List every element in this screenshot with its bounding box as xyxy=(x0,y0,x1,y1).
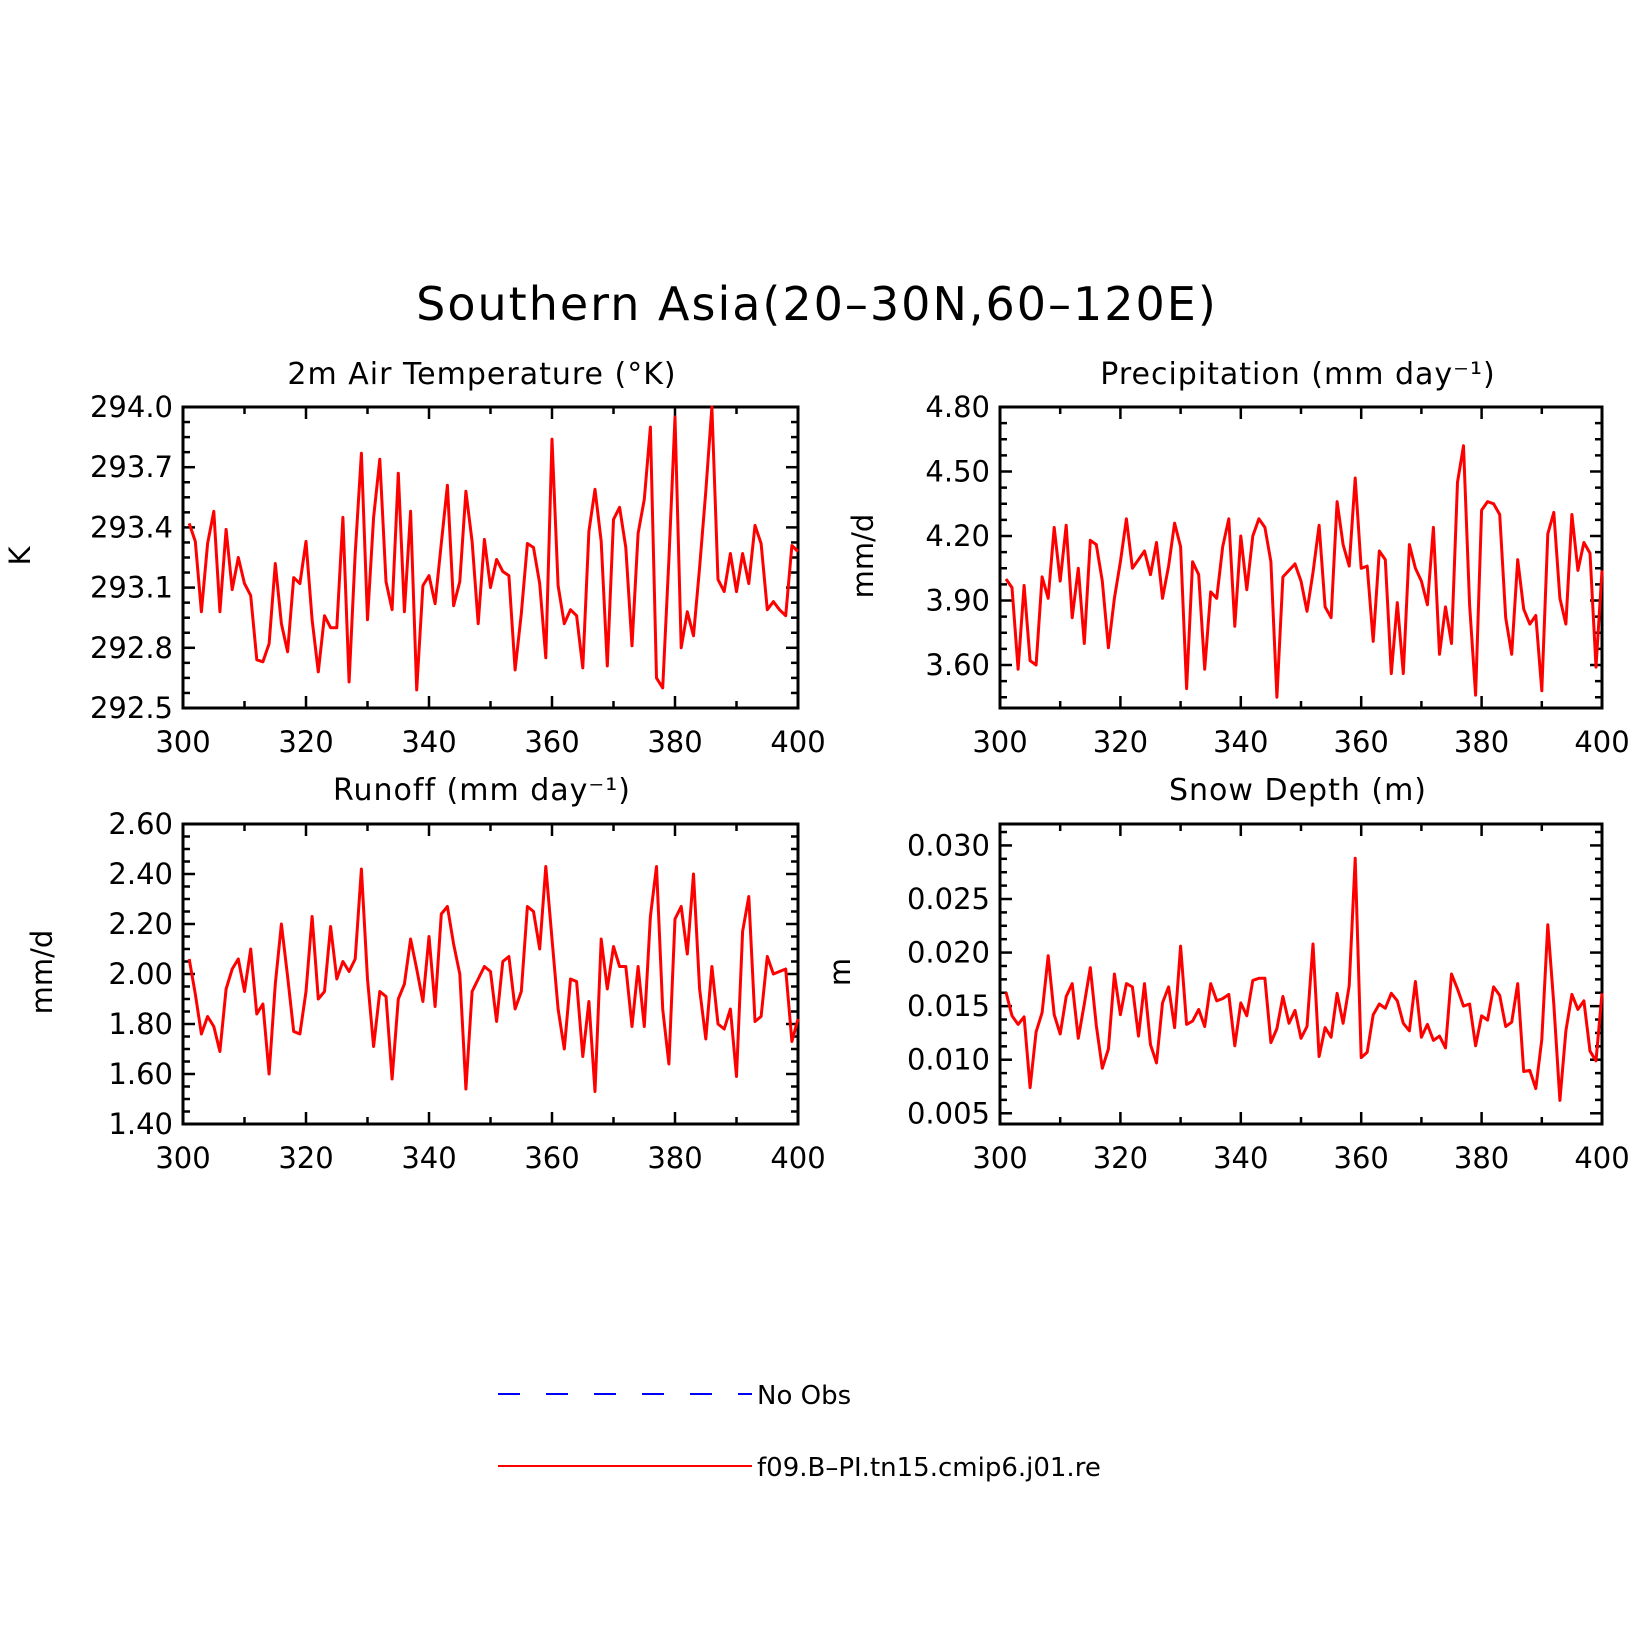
x-tick-label-air-temperature: 340 xyxy=(401,725,456,759)
x-tick-label-runoff: 360 xyxy=(524,1141,579,1175)
y-tick-label-precipitation: 3.90 xyxy=(925,584,990,618)
y-tick-label-runoff: 2.20 xyxy=(108,907,173,941)
x-tick-label-air-temperature: 400 xyxy=(770,725,825,759)
y-tick-label-runoff: 1.60 xyxy=(108,1057,173,1091)
x-tick-label-precipitation: 360 xyxy=(1334,725,1389,759)
x-tick-label-snow-depth: 320 xyxy=(1093,1141,1148,1175)
panel-title-precipitation: Precipitation (mm day⁻¹) xyxy=(1100,357,1495,392)
x-tick-label-air-temperature: 380 xyxy=(647,725,702,759)
y-tick-label-runoff: 1.40 xyxy=(108,1107,173,1141)
panel-title-runoff: Runoff (mm day⁻¹) xyxy=(333,773,631,808)
x-tick-label-snow-depth: 360 xyxy=(1334,1141,1389,1175)
y-tick-label-snow-depth: 0.005 xyxy=(907,1096,990,1130)
x-tick-label-precipitation: 300 xyxy=(972,725,1027,759)
x-tick-label-air-temperature: 300 xyxy=(155,725,210,759)
y-tick-label-runoff: 2.00 xyxy=(108,957,173,991)
panel-snow-depth: Snow Depth (m) m 300 320 340 360 380 400 0.005… xyxy=(823,773,1630,1175)
y-tick-label-snow-depth: 0.020 xyxy=(907,936,990,970)
x-tick-label-air-temperature: 360 xyxy=(524,725,579,759)
x-tick-label-snow-depth: 400 xyxy=(1574,1141,1629,1175)
plot-frame-air-temperature xyxy=(181,405,800,710)
x-tick-label-snow-depth: 380 xyxy=(1454,1141,1509,1175)
x-tick-label-runoff: 400 xyxy=(770,1141,825,1175)
panel-runoff: Runoff (mm day⁻¹) mm/d 300 320 340 360 380 40… xyxy=(25,773,826,1175)
y-axis-label-air-temperature: K xyxy=(3,546,37,566)
x-tick-label-air-temperature: 320 xyxy=(278,725,333,759)
x-tick-label-precipitation: 380 xyxy=(1454,725,1509,759)
y-tick-label-snow-depth: 0.025 xyxy=(907,882,990,916)
panel-precipitation: Precipitation (mm day⁻¹) mm/d 300 320 340 3… xyxy=(846,357,1630,759)
series-line-precipitation xyxy=(1004,444,1604,699)
x-tick-label-precipitation: 400 xyxy=(1574,725,1629,759)
x-tick-label-snow-depth: 340 xyxy=(1213,1141,1268,1175)
y-tick-label-runoff: 2.60 xyxy=(108,807,173,841)
legend-label-no-obs: No Obs xyxy=(757,1381,851,1411)
y-axis-label-snow-depth: m xyxy=(823,958,857,986)
x-tick-label-runoff: 320 xyxy=(278,1141,333,1175)
x-tick-label-runoff: 340 xyxy=(401,1141,456,1175)
series-line-snow-depth xyxy=(1004,856,1604,1102)
figure-title: Southern Asia(20–30N,60–120E) xyxy=(416,277,1218,331)
legend-label-model: f09.B–PI.tn15.cmip6.j01.re xyxy=(757,1453,1101,1483)
legend: No Obs f09.B–PI.tn15.cmip6.j01.re xyxy=(498,1381,1101,1483)
y-tick-label-snow-depth: 0.030 xyxy=(907,828,990,862)
x-tick-label-precipitation: 320 xyxy=(1093,725,1148,759)
y-tick-label-air-temperature: 293.7 xyxy=(90,450,173,484)
y-tick-label-snow-depth: 0.015 xyxy=(907,989,990,1023)
panel-title-snow-depth: Snow Depth (m) xyxy=(1169,773,1427,808)
y-tick-label-air-temperature: 292.8 xyxy=(90,631,173,665)
y-tick-label-runoff: 2.40 xyxy=(108,857,173,891)
series-line-runoff xyxy=(187,865,800,1093)
panel-air-temperature: 2m Air Temperature (°K) K 300 320 340 360 38… xyxy=(3,357,826,759)
panel-title-air-temperature: 2m Air Temperature (°K) xyxy=(287,357,676,392)
y-axis-label-precipitation: mm/d xyxy=(846,514,880,599)
series-line-air-temperature xyxy=(187,405,800,692)
y-tick-label-precipitation: 4.80 xyxy=(925,390,990,424)
y-tick-label-precipitation: 4.50 xyxy=(925,455,990,489)
x-tick-label-precipitation: 340 xyxy=(1213,725,1268,759)
y-tick-label-air-temperature: 293.4 xyxy=(90,510,173,544)
x-tick-label-snow-depth: 300 xyxy=(972,1141,1027,1175)
y-tick-label-precipitation: 4.20 xyxy=(925,519,990,553)
y-axis-label-runoff: mm/d xyxy=(25,930,59,1015)
y-tick-label-air-temperature: 294.0 xyxy=(90,390,173,424)
y-tick-label-precipitation: 3.60 xyxy=(925,648,990,682)
x-tick-label-runoff: 380 xyxy=(647,1141,702,1175)
x-tick-label-runoff: 300 xyxy=(155,1141,210,1175)
y-tick-label-air-temperature: 293.1 xyxy=(90,571,173,605)
y-tick-label-runoff: 1.80 xyxy=(108,1007,173,1041)
y-tick-label-snow-depth: 0.010 xyxy=(907,1043,990,1077)
y-tick-label-air-temperature: 292.5 xyxy=(90,691,173,725)
